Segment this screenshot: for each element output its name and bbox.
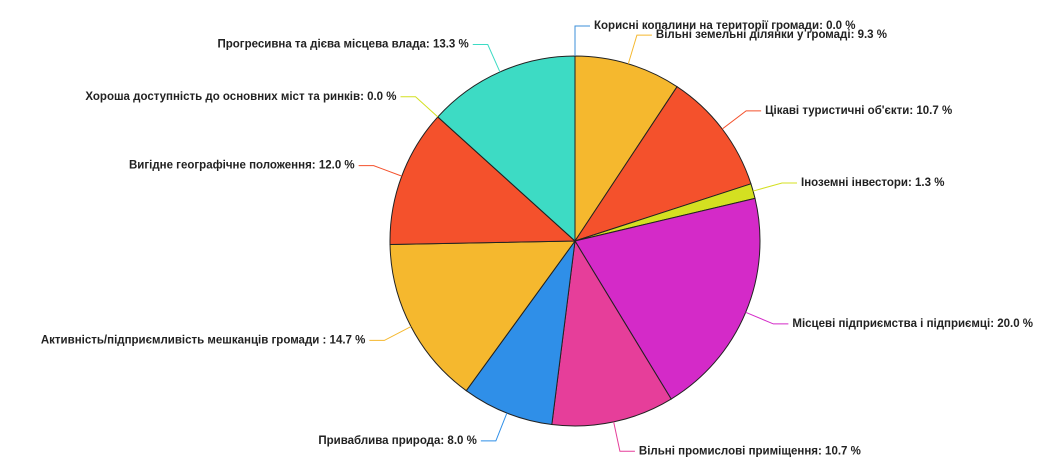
label-name: Хороша доступність до основних міст та р… [85, 91, 360, 103]
pie-slice [551, 239, 672, 427]
label-value: 10.7 % [825, 445, 861, 457]
slice-label: Місцеві підприємства і підприємці: 20.0 … [792, 318, 1033, 330]
slice-label: Корисні копалини на території громади: 0… [594, 20, 856, 32]
leader-line [472, 43, 501, 73]
slice-label: Вільні промислові приміщення: 10.7 % [639, 445, 861, 457]
pie-slice [574, 197, 761, 400]
slice-label: Активність/підприємливість мешканців гро… [41, 334, 366, 346]
leader-line [480, 412, 508, 442]
label-name: Вільні промислові приміщення [639, 445, 818, 457]
label-name: Приваблива природа [318, 435, 441, 447]
leader-line [358, 165, 402, 177]
label-value: 10.7 % [916, 105, 952, 117]
leader-line [574, 25, 590, 56]
label-name: Цікаві туристичні об'єкти [765, 105, 909, 117]
pie-slice [389, 116, 577, 245]
label-value: 9.3 % [858, 29, 887, 41]
leader-line [721, 110, 762, 130]
label-name: Корисні копалини на території громади [594, 20, 819, 32]
leader-line [752, 182, 798, 192]
label-value: 12.0 % [319, 160, 355, 172]
pie-slice [573, 86, 752, 242]
leader-line [627, 34, 652, 64]
pie-slice [465, 240, 576, 426]
pie-slice [389, 240, 576, 392]
pie-slice [437, 55, 576, 243]
slice-label: Іноземні інвестори: 1.3 % [801, 177, 944, 189]
leader-line [369, 326, 412, 341]
label-name: Іноземні інвестори [801, 177, 908, 189]
label-name: Прогресивна та дієва місцева влада [217, 39, 426, 51]
slice-label: Приваблива природа: 8.0 % [318, 435, 476, 447]
label-value: 1.3 % [915, 177, 944, 189]
slice-label: Цікаві туристичні об'єкти: 10.7 % [765, 105, 952, 117]
label-name: Місцеві підприємства і підприємці [792, 318, 990, 330]
slice-label: Прогресивна та дієва місцева влада: 13.3… [217, 39, 468, 51]
leader-line [400, 96, 439, 118]
label-value: 0.0 % [367, 91, 396, 103]
slice-label: Хороша доступність до основних міст та р… [85, 91, 396, 103]
slice-label: Вільні земельні ділянки у громаді: 9.3 % [656, 29, 887, 41]
label-value: 13.3 % [433, 39, 469, 51]
slice-label: Вигідне географічне положення: 12.0 % [129, 160, 355, 172]
leader-line [745, 311, 789, 325]
label-name: Вільні земельні ділянки у громаді [656, 29, 851, 41]
label-value: 8.0 % [447, 435, 476, 447]
label-value: 20.0 % [997, 318, 1033, 330]
leader-line [613, 421, 635, 452]
label-value: 14.7 % [330, 334, 366, 346]
label-name: Активність/підприємливість мешканців гро… [41, 334, 323, 346]
label-name: Вигідне географічне положення [129, 160, 312, 172]
label-value: 0.0 % [826, 20, 855, 32]
